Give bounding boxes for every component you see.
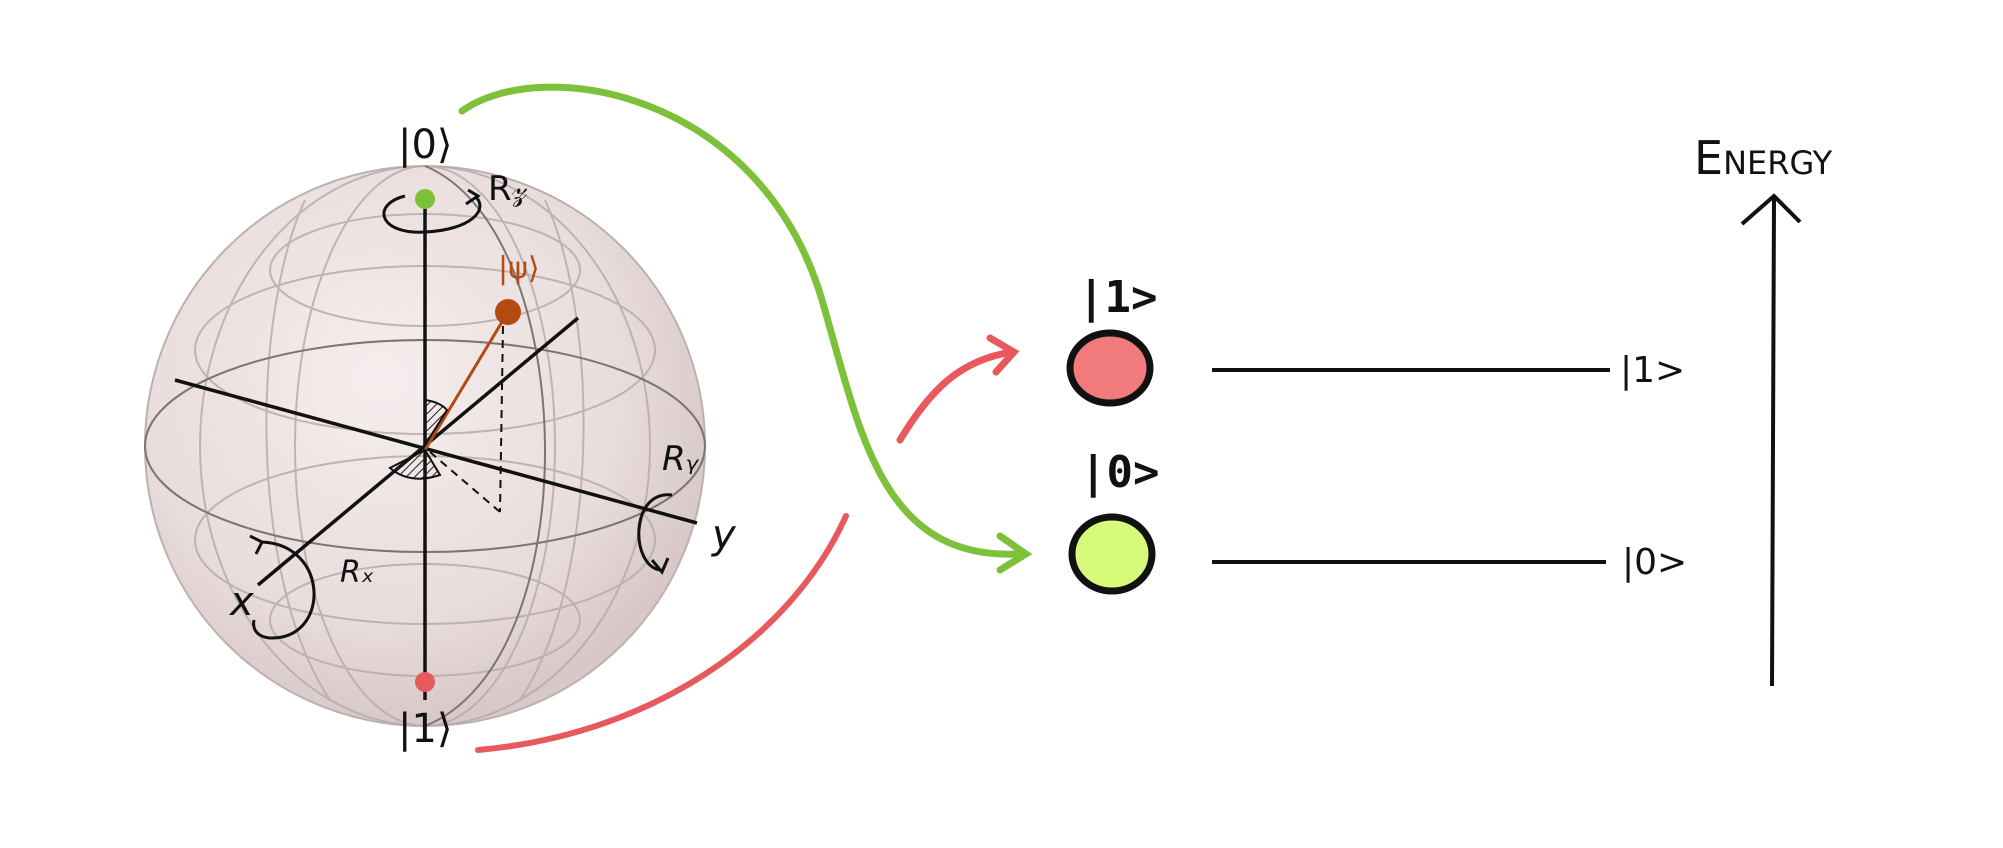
- psi-vector: [423, 311, 510, 451]
- red-mapping-arrow: [475, 513, 849, 753]
- rx-label: Rₓ: [340, 555, 374, 590]
- phi-angle: [388, 448, 442, 480]
- rz-label: R𝓏: [488, 169, 528, 209]
- psi-state-dot: [495, 299, 521, 325]
- ry-rotation-arrow: [637, 493, 673, 572]
- ground-state-title: |0>: [1080, 447, 1159, 498]
- zero-pole-dot: [415, 189, 435, 209]
- psi-state-label: |ψ⟩: [498, 251, 540, 286]
- mapping-arrows: [458, 83, 1033, 753]
- ground-level-label: |0>: [1622, 542, 1687, 583]
- excited-state-circle: [1066, 329, 1154, 407]
- psi-projection-floor: [429, 451, 501, 513]
- x-axis: [256, 316, 580, 587]
- rz-arrowhead: [465, 188, 481, 206]
- energy-axis: [1770, 197, 1776, 687]
- red-arrow-to-one: [896, 348, 1016, 444]
- theta-angle: [424, 398, 449, 449]
- one-state-label: |1⟩: [398, 706, 453, 752]
- bloch-sphere: |0⟩ |1⟩ |ψ⟩ R𝓏 Rᵧ Rₓ x y: [144, 122, 737, 752]
- zero-state-label: |0⟩: [398, 122, 453, 168]
- excited-state-title: |1>: [1078, 272, 1157, 323]
- energy-arrowhead: [1740, 193, 1802, 226]
- y-axis-label: y: [711, 512, 737, 558]
- red-arrowhead: [986, 334, 1020, 376]
- meridian: [424, 165, 546, 727]
- ground-state-circle: [1068, 513, 1156, 595]
- ry-arrowhead: [650, 557, 670, 575]
- rx-rotation-arrow: [252, 540, 316, 640]
- one-pole-dot: [415, 672, 435, 692]
- qubit-level-diagram: |1> |0> |1> |0> Energy: [1066, 131, 1833, 687]
- rx-arrowhead: [249, 534, 265, 555]
- rz-rotation-arrow: [382, 194, 482, 234]
- ry-label: Rᵧ: [662, 439, 700, 479]
- energy-label: Energy: [1694, 131, 1833, 185]
- y-axis: [174, 378, 698, 525]
- green-mapping-arrow: [458, 83, 1022, 558]
- psi-projection-vertical: [499, 325, 504, 513]
- green-arrowhead: [996, 532, 1033, 574]
- excited-level-label: |1>: [1620, 350, 1685, 391]
- x-axis-label: x: [228, 579, 254, 625]
